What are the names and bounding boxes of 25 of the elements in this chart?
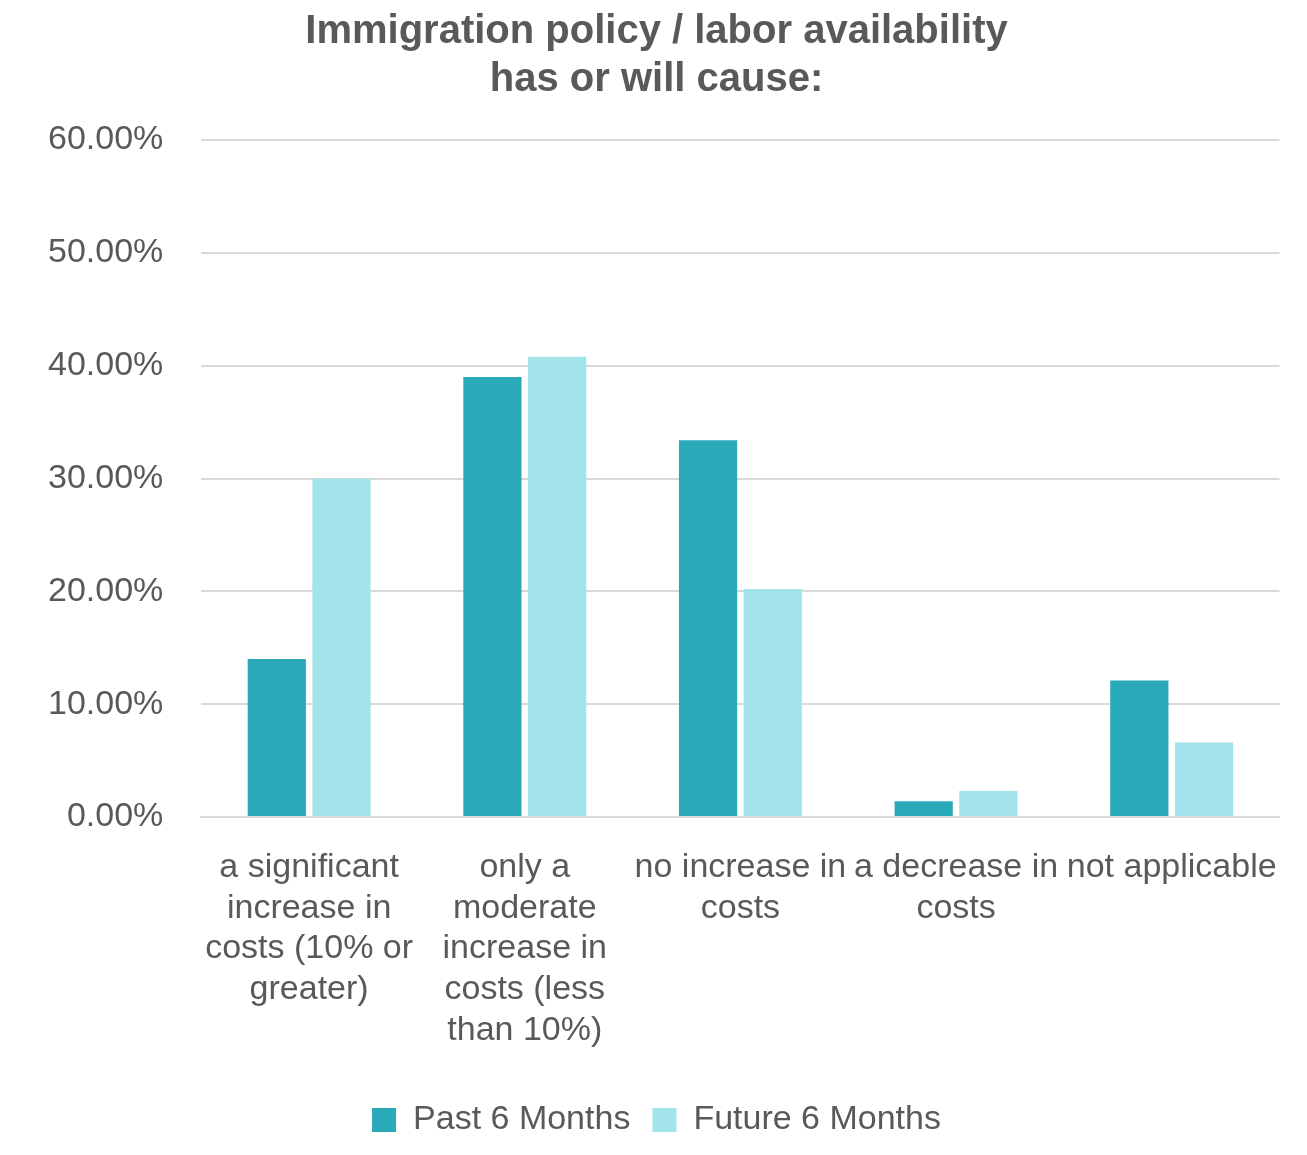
x-tick-label: no increase in costs (634, 845, 847, 925)
x-tick-label: a significant increase in costs (10% or greater) (205, 845, 414, 1007)
bar (247, 659, 306, 816)
bar (743, 589, 802, 816)
x-tick-label: only a moderate increase in costs (less than 10%) (442, 845, 607, 1047)
y-tick-label: 40.00% (47, 344, 164, 383)
y-tick-label: 60.00% (47, 118, 164, 157)
bar (894, 801, 953, 816)
y-tick-label: 10.00% (47, 682, 164, 721)
bar (1110, 680, 1169, 816)
x-tick-label: not applicable (1066, 845, 1277, 884)
y-tick-label: 20.00% (47, 569, 164, 608)
bar (678, 440, 738, 816)
bar (528, 356, 587, 816)
bar (1174, 742, 1234, 816)
y-tick-label: 0.00% (66, 795, 164, 834)
bar (463, 376, 522, 816)
legend-label: Future 6 Months (693, 1098, 941, 1137)
y-tick-label: 30.00% (47, 456, 164, 495)
y-tick-label: 50.00% (47, 231, 164, 270)
chart-title: Immigration policy / labor availability has or will cause: (305, 7, 1009, 100)
bar (959, 791, 1018, 816)
legend-label: Past 6 Months (413, 1098, 631, 1137)
x-tick-label: a decrease in costs (853, 845, 1059, 925)
bar (312, 478, 371, 816)
